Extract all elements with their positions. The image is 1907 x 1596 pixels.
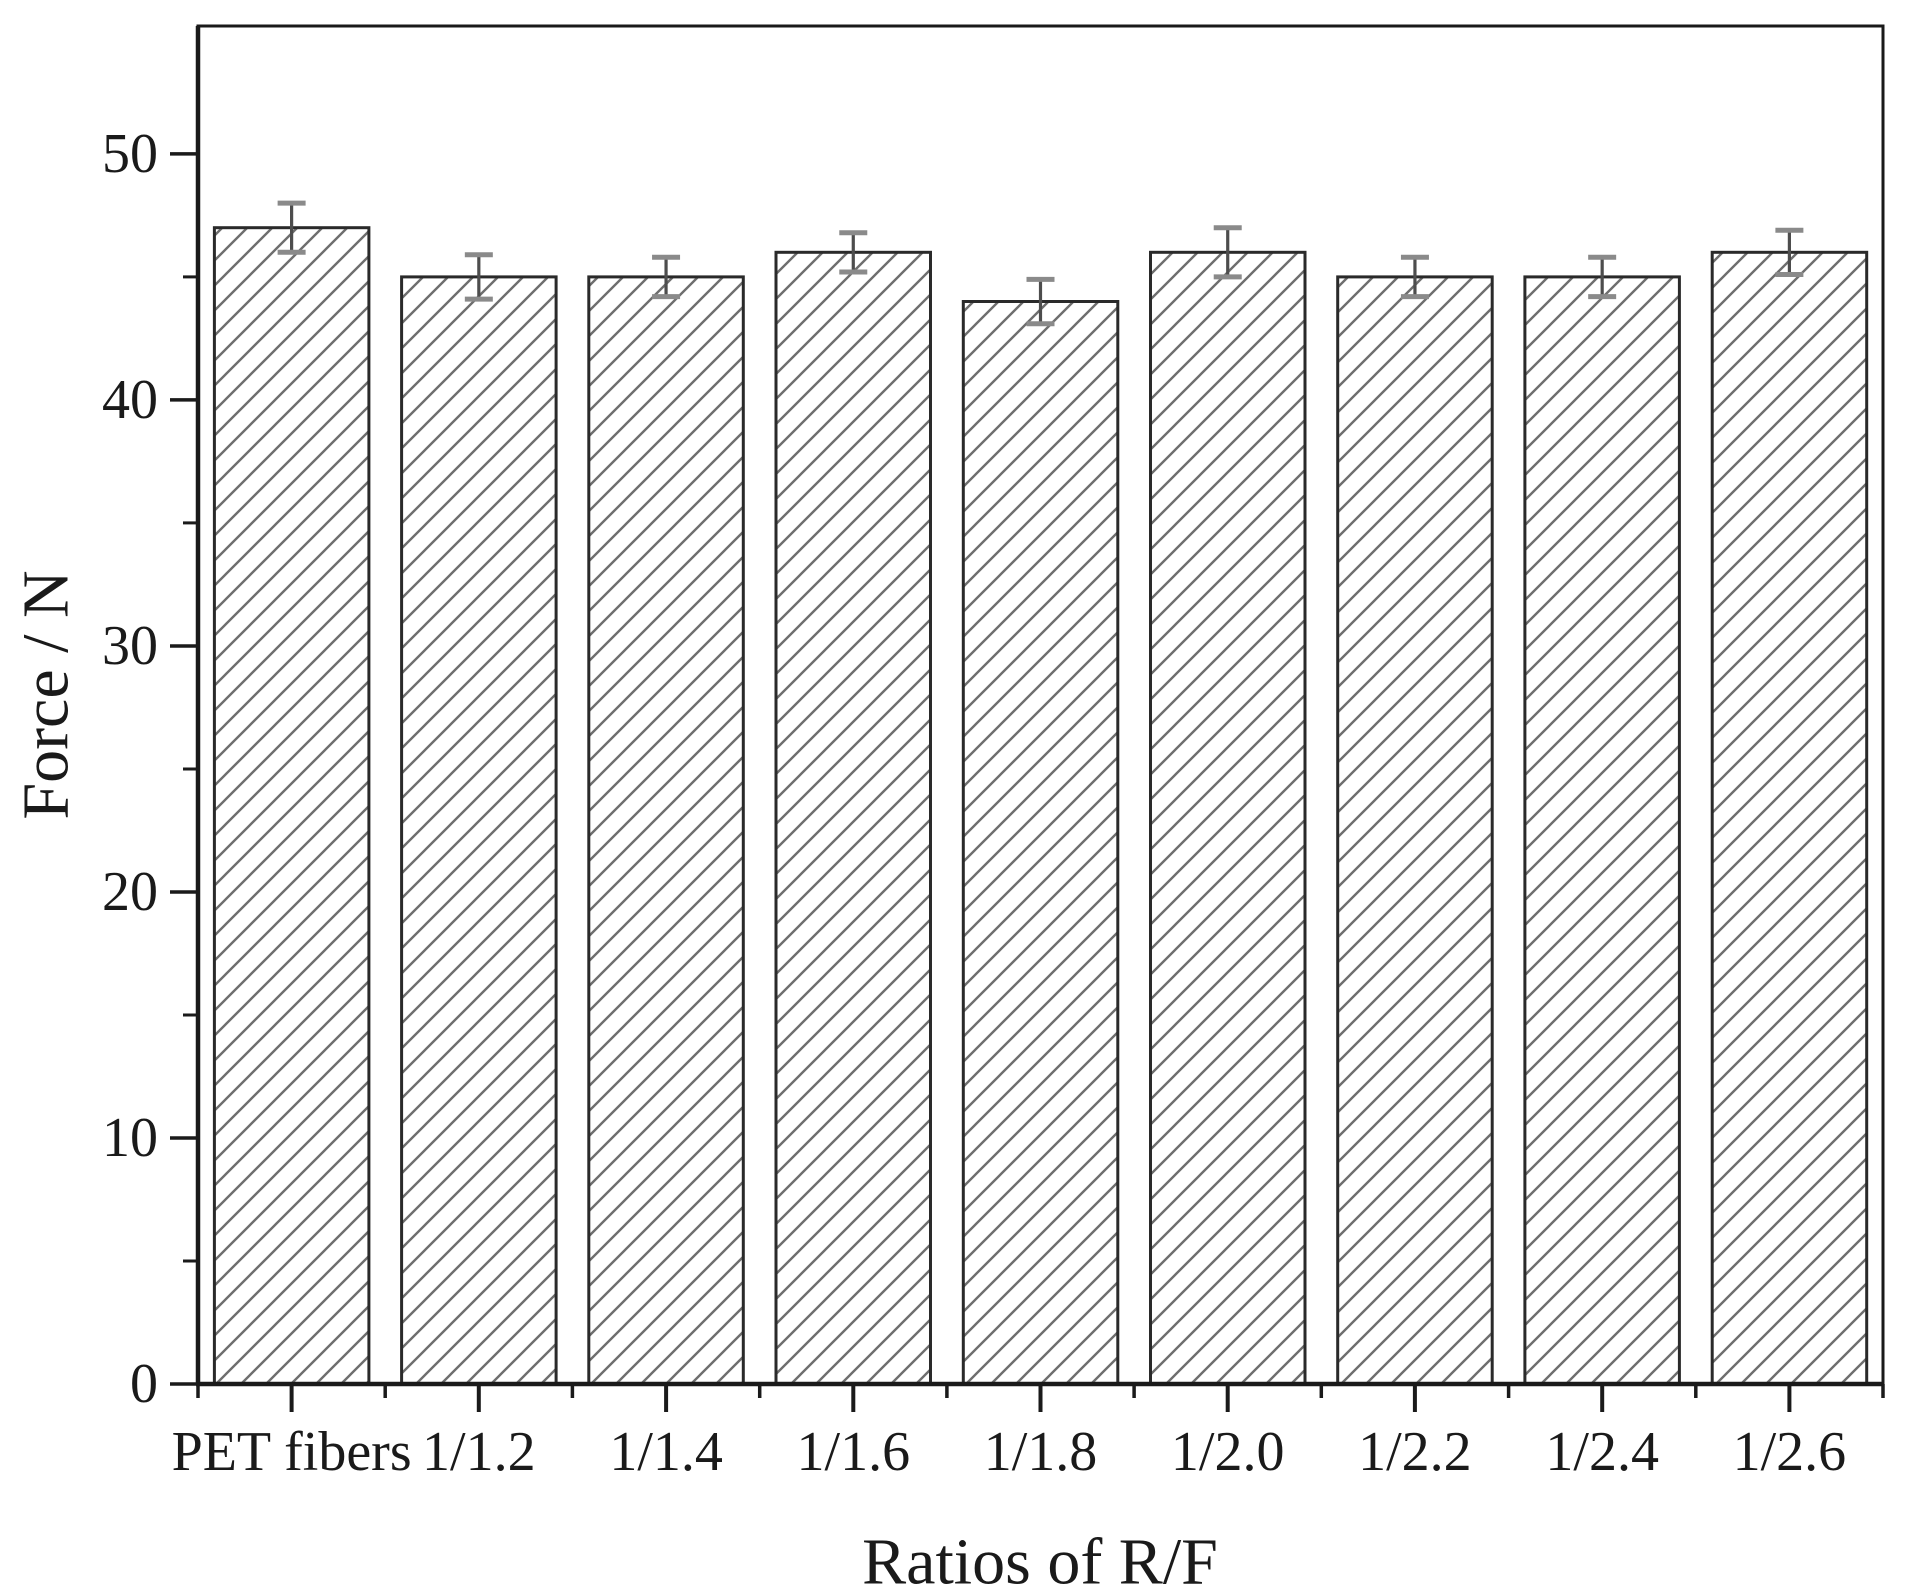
bar [212,226,371,1386]
error-bar [1588,254,1617,300]
y-tick-label: 10 [102,1107,158,1169]
x-axis-title: Ratios of R/F [862,1526,1218,1596]
y-tick-label: 20 [102,861,158,923]
y-tick-label: 0 [130,1353,158,1415]
x-tick-label: 1/2.2 [1358,1421,1472,1483]
x-tick-label: PET fibers [172,1421,412,1483]
y-axis-title: Force / N [10,570,83,819]
tick-labels-group: 0 10 20 30 40 50 PET fibers 1/1.2 1/1.4 1/1.6 1/1.… [102,123,1846,1483]
bars-group [212,226,1869,1386]
x-tick-label: 1/1.8 [984,1421,1098,1483]
bar [1149,250,1307,1386]
error-bar [652,254,681,300]
x-tick-label: 1/1.4 [609,1421,723,1483]
x-tick-label: 1/2.4 [1545,1421,1659,1483]
error-bar [1775,227,1804,277]
bar [587,275,745,1386]
bar [774,250,932,1386]
error-bar [839,230,868,275]
error-bar [1400,254,1429,300]
y-tick-label: 50 [102,123,158,185]
bar [400,275,558,1386]
y-tick-label: 30 [102,615,158,677]
bar [1523,275,1681,1386]
bar [961,300,1120,1386]
bar [1710,250,1869,1386]
x-tick-label: 1/1.2 [422,1421,536,1483]
error-bar [1026,276,1055,327]
x-tick-label: 1/1.6 [797,1421,911,1483]
error-bar [464,252,493,302]
error-bar [1213,225,1242,280]
x-tick-label: 1/2.0 [1171,1421,1285,1483]
axes-group [170,24,1885,1412]
y-tick-label: 40 [102,369,158,431]
error-bar [277,200,306,255]
error-bars-group [277,200,1804,327]
bar [1336,275,1494,1386]
x-tick-label: 1/2.6 [1733,1421,1847,1483]
